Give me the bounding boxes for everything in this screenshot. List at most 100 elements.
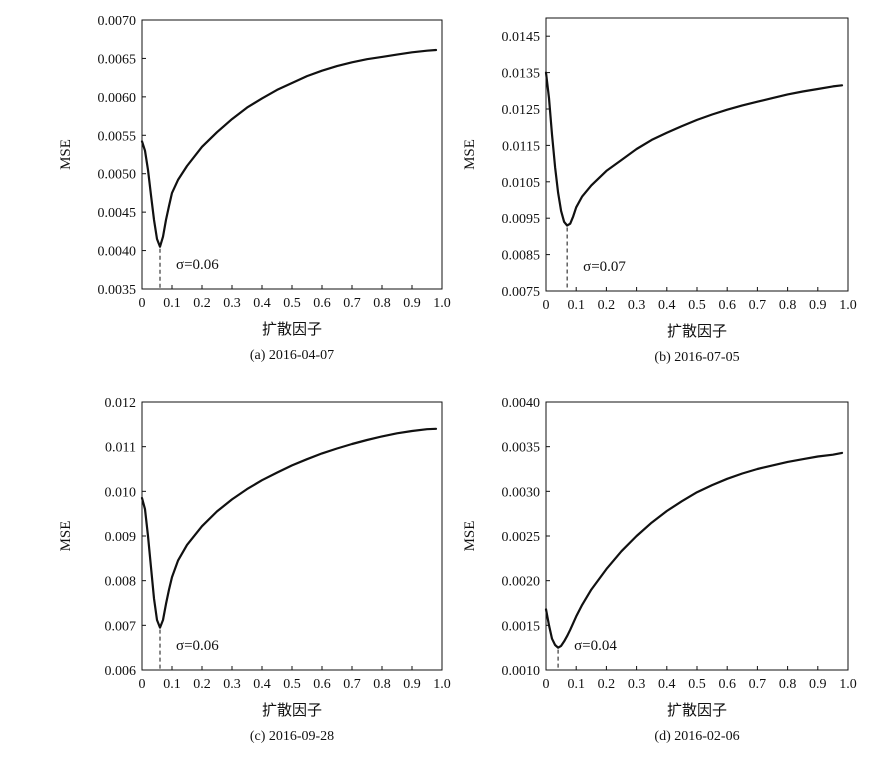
chart-d-x-tick-label: 0.1: [567, 677, 585, 692]
chart-d-y-tick-label: 0.0025: [502, 530, 541, 545]
chart-a-y-tick-label: 0.0045: [98, 206, 137, 221]
chart-c-x-tick-label: 0.1: [163, 677, 181, 692]
chart-c: 0 0.1 0.2 0.3 0.4 0.5 0.6 0.7 0.8 0.9 1.0 0.006 0.00…: [58, 396, 451, 744]
chart-a-y-tick-label: 0.0035: [98, 283, 137, 298]
chart-d-y-tick-label: 0.0040: [502, 396, 541, 411]
chart-b-y-tick-label: 0.0125: [502, 103, 541, 118]
chart-b-x-tick-label: 0.7: [749, 298, 767, 313]
chart-a-y-tick-label: 0.0055: [98, 129, 137, 144]
chart-c-x-tick-label: 0.9: [403, 677, 421, 692]
chart-b-x-tick-label: 0.9: [809, 298, 827, 313]
chart-c-x-axis-label: 扩散因子: [262, 702, 322, 719]
chart-a-x-tick-label: 0: [139, 296, 146, 311]
chart-d-x-tick-label: 0: [543, 677, 550, 692]
chart-b-x-tick-label: 0: [543, 298, 550, 313]
chart-b-y-axis-label: MSE: [462, 139, 478, 170]
chart-b-plot-frame: [545, 17, 849, 292]
chart-c-y-tick-label: 0.011: [105, 441, 136, 456]
chart-b-y-tick-label: 0.0115: [502, 139, 540, 154]
chart-c-series-line: [140, 427, 438, 629]
chart-b-x-tick-label: 0.3: [628, 298, 646, 313]
chart-c-x-tick-label: 0.4: [253, 677, 271, 692]
chart-b-y-tick-label: 0.0085: [502, 249, 541, 264]
chart-d-y-tick-label: 0.0015: [502, 619, 541, 634]
chart-b-x-tick-label: 0.5: [688, 298, 706, 313]
chart-c-y-tick-label: 0.007: [105, 619, 137, 634]
chart-d-x-tick-label: 0.6: [718, 677, 736, 692]
chart-a-x-tick-label: 0.9: [403, 296, 421, 311]
chart-a-x-tick-label: 0.1: [163, 296, 181, 311]
chart-b-y-tick-label: 0.0075: [502, 285, 541, 300]
chart-d-x-tick-label: 0.3: [628, 677, 646, 692]
chart-a-x-tick-label: 0.2: [193, 296, 211, 311]
chart-c-x-tick-label: 1.0: [433, 677, 451, 692]
chart-a-y-tick-label: 0.0070: [98, 14, 137, 29]
chart-d-plot-frame: [545, 401, 849, 671]
chart-d-sigma-annotation: σ=0.04: [574, 638, 617, 654]
chart-c-x-tick-label: 0.7: [343, 677, 361, 692]
chart-d-x-tick-label: 0.5: [688, 677, 706, 692]
chart-c-y-tick-label: 0.012: [105, 396, 137, 411]
chart-d-caption: (d) 2016-02-06: [654, 729, 739, 744]
chart-b-y-tick-label: 0.0105: [502, 176, 541, 191]
chart-b-x-tick-label: 0.1: [567, 298, 585, 313]
chart-b-sigma-annotation: σ=0.07: [583, 259, 626, 275]
chart-a-y-tick-label: 0.0060: [98, 91, 137, 106]
chart-b-x-tick-label: 0.6: [718, 298, 736, 313]
chart-b-x-tick-label: 1.0: [839, 298, 857, 313]
chart-c-y-tick-label: 0.009: [105, 530, 137, 545]
chart-c-y-axis-label: MSE: [58, 521, 74, 552]
chart-b-y-tick-label: 0.0135: [502, 67, 541, 82]
chart-c-caption: (c) 2016-09-28: [250, 729, 334, 744]
chart-b-y-tick-label: 0.0145: [502, 30, 541, 45]
chart-b-x-axis-label: 扩散因子: [667, 323, 727, 340]
chart-d-x-tick-label: 1.0: [839, 677, 857, 692]
chart-d: 0 0.1 0.2 0.3 0.4 0.5 0.6 0.7 0.8 0.9 1.0 0.0010 0.0…: [462, 396, 857, 744]
chart-c-x-tick-label: 0.8: [373, 677, 391, 692]
chart-a-x-axis-label: 扩散因子: [262, 321, 322, 338]
chart-c-x-tick-label: 0: [139, 677, 146, 692]
chart-a-plot-frame: [141, 19, 443, 290]
chart-c-sigma-annotation: σ=0.06: [176, 638, 219, 654]
chart-d-x-tick-label: 0.8: [779, 677, 797, 692]
chart-d-y-tick-label: 0.0020: [502, 575, 541, 590]
chart-c-x-tick-label: 0.2: [193, 677, 211, 692]
chart-c-x-tick-label: 0.3: [223, 677, 241, 692]
chart-a-x-tick-label: 0.6: [313, 296, 331, 311]
chart-c-y-tick-label: 0.006: [105, 664, 137, 679]
chart-a-y-tick-label: 0.0050: [98, 168, 137, 183]
chart-d-x-tick-label: 0.4: [658, 677, 676, 692]
chart-a: 0 0.1 0.2 0.3 0.4 0.5 0.6 0.7 0.8 0.9 1.0 0.0035 0.0…: [58, 14, 451, 363]
chart-d-x-tick-label: 0.7: [749, 677, 767, 692]
chart-c-y-tick-label: 0.008: [105, 575, 137, 590]
chart-b-y-tick-label: 0.0095: [502, 212, 541, 227]
chart-c-x-tick-label: 0.5: [283, 677, 301, 692]
chart-d-y-axis-label: MSE: [462, 521, 478, 552]
chart-a-x-tick-label: 0.4: [253, 296, 271, 311]
chart-a-sigma-annotation: σ=0.06: [176, 257, 219, 273]
chart-a-x-tick-label: 0.3: [223, 296, 241, 311]
chart-a-y-tick-label: 0.0040: [98, 245, 137, 260]
chart-c-plot-frame: [141, 401, 443, 671]
chart-b: 0 0.1 0.2 0.3 0.4 0.5 0.6 0.7 0.8 0.9 1.0 0.0075 0.0…: [462, 17, 857, 365]
chart-d-y-tick-label: 0.0035: [502, 441, 541, 456]
chart-d-x-tick-label: 0.9: [809, 677, 827, 692]
chart-a-series-line: [140, 48, 438, 248]
chart-c-x-tick-label: 0.6: [313, 677, 331, 692]
chart-d-series-line: [544, 451, 844, 649]
chart-c-y-tick-label: 0.010: [105, 485, 137, 500]
chart-a-caption: (a) 2016-04-07: [250, 348, 334, 363]
chart-d-x-tick-label: 0.2: [598, 677, 616, 692]
chart-b-series-line: [544, 71, 844, 227]
chart-b-caption: (b) 2016-07-05: [654, 350, 739, 365]
chart-b-x-tick-label: 0.2: [598, 298, 616, 313]
chart-a-y-tick-label: 0.0065: [98, 52, 137, 67]
chart-a-y-axis-label: MSE: [58, 139, 74, 170]
chart-a-x-tick-label: 1.0: [433, 296, 451, 311]
chart-d-y-tick-label: 0.0030: [502, 485, 541, 500]
chart-a-x-tick-label: 0.5: [283, 296, 301, 311]
chart-a-x-tick-label: 0.7: [343, 296, 361, 311]
chart-d-x-axis-label: 扩散因子: [667, 702, 727, 719]
chart-a-x-tick-label: 0.8: [373, 296, 391, 311]
